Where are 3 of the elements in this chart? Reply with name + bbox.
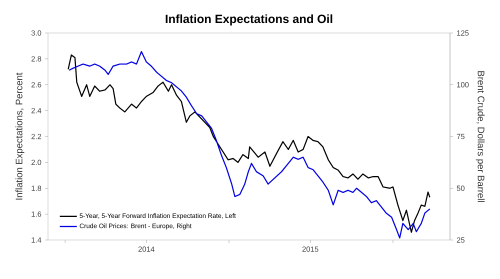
y-axis-title: Inflation Expectations, Percent bbox=[15, 72, 24, 200]
chart-title: Inflation Expectations and Oil bbox=[166, 14, 332, 26]
y2-axis-title: Brent Crude, Dollars per Barrell bbox=[476, 71, 485, 202]
